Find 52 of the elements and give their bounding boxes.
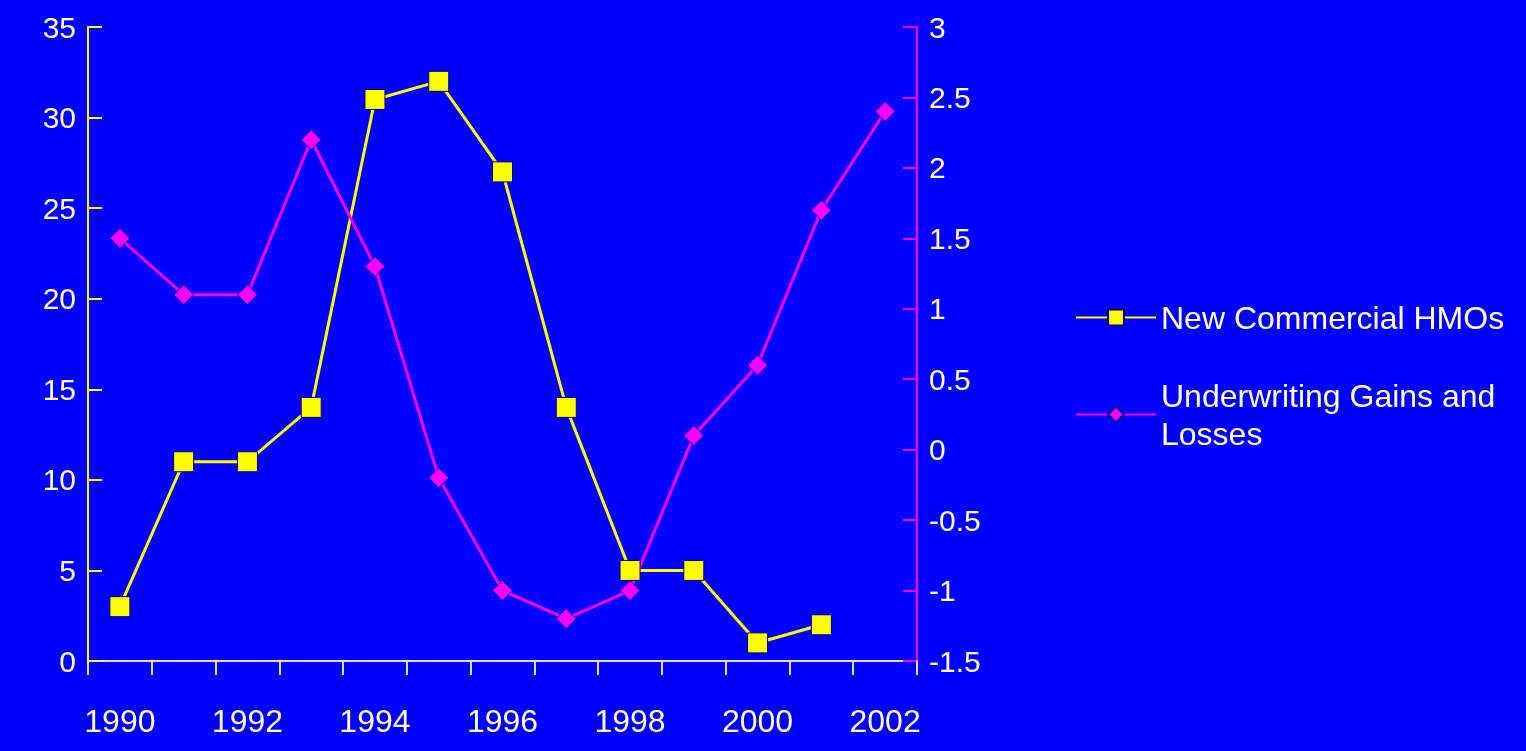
point (364, 256, 386, 278)
y-tick-label: 0 (59, 644, 76, 678)
point (619, 559, 641, 581)
y-tick-label: 30 (42, 101, 76, 135)
y-tick-label: 25 (42, 191, 76, 225)
y2-tick-label: -1 (929, 574, 956, 608)
point (428, 467, 450, 489)
y-tick-label: 10 (42, 463, 76, 497)
point (492, 161, 513, 183)
y2-tick-label: 0 (929, 433, 946, 467)
point (874, 101, 896, 123)
point (109, 227, 131, 249)
y2-tick-label: 2.5 (929, 80, 971, 114)
point (747, 354, 769, 376)
y2-tick-label: 0.5 (929, 362, 971, 396)
x-tick-label: 2002 (849, 703, 921, 739)
x-tick-label: 1998 (594, 703, 666, 739)
y-tick-label: 20 (42, 282, 76, 316)
legend-label: New Commercial HMOs (1161, 299, 1505, 336)
point (236, 451, 258, 473)
y2-tick-label: 1.5 (929, 221, 971, 255)
y2-tick-label: 2 (929, 151, 946, 185)
point (492, 580, 513, 602)
y2-tick-label: -0.5 (929, 503, 981, 537)
x-tick-label: 1992 (211, 703, 284, 739)
point (236, 284, 258, 306)
point (683, 425, 705, 447)
point (555, 608, 577, 630)
point (810, 199, 832, 221)
point (810, 614, 832, 636)
point (619, 580, 641, 602)
point (428, 70, 450, 92)
x-tick-label: 1990 (84, 703, 156, 739)
y-tick-label: 15 (42, 372, 76, 406)
y2-tick-label: -1.5 (929, 644, 981, 678)
point (747, 632, 769, 654)
legend-label: Underwriting Gains and Losses (1161, 377, 1505, 452)
x-tick-label: 2000 (721, 703, 794, 739)
point (173, 284, 195, 306)
x-tick-label: 1996 (466, 703, 539, 739)
y2-tick-label: 3 (929, 10, 946, 44)
point (109, 596, 131, 618)
point (173, 451, 195, 473)
point (300, 396, 322, 418)
y-tick-label: 5 (59, 553, 76, 587)
y2-tick-label: 1 (929, 292, 946, 326)
y-tick-label: 35 (42, 10, 76, 44)
x-tick-label: 1994 (339, 703, 411, 739)
point (683, 559, 705, 581)
point (555, 396, 577, 418)
point (300, 129, 322, 151)
point (364, 88, 386, 110)
